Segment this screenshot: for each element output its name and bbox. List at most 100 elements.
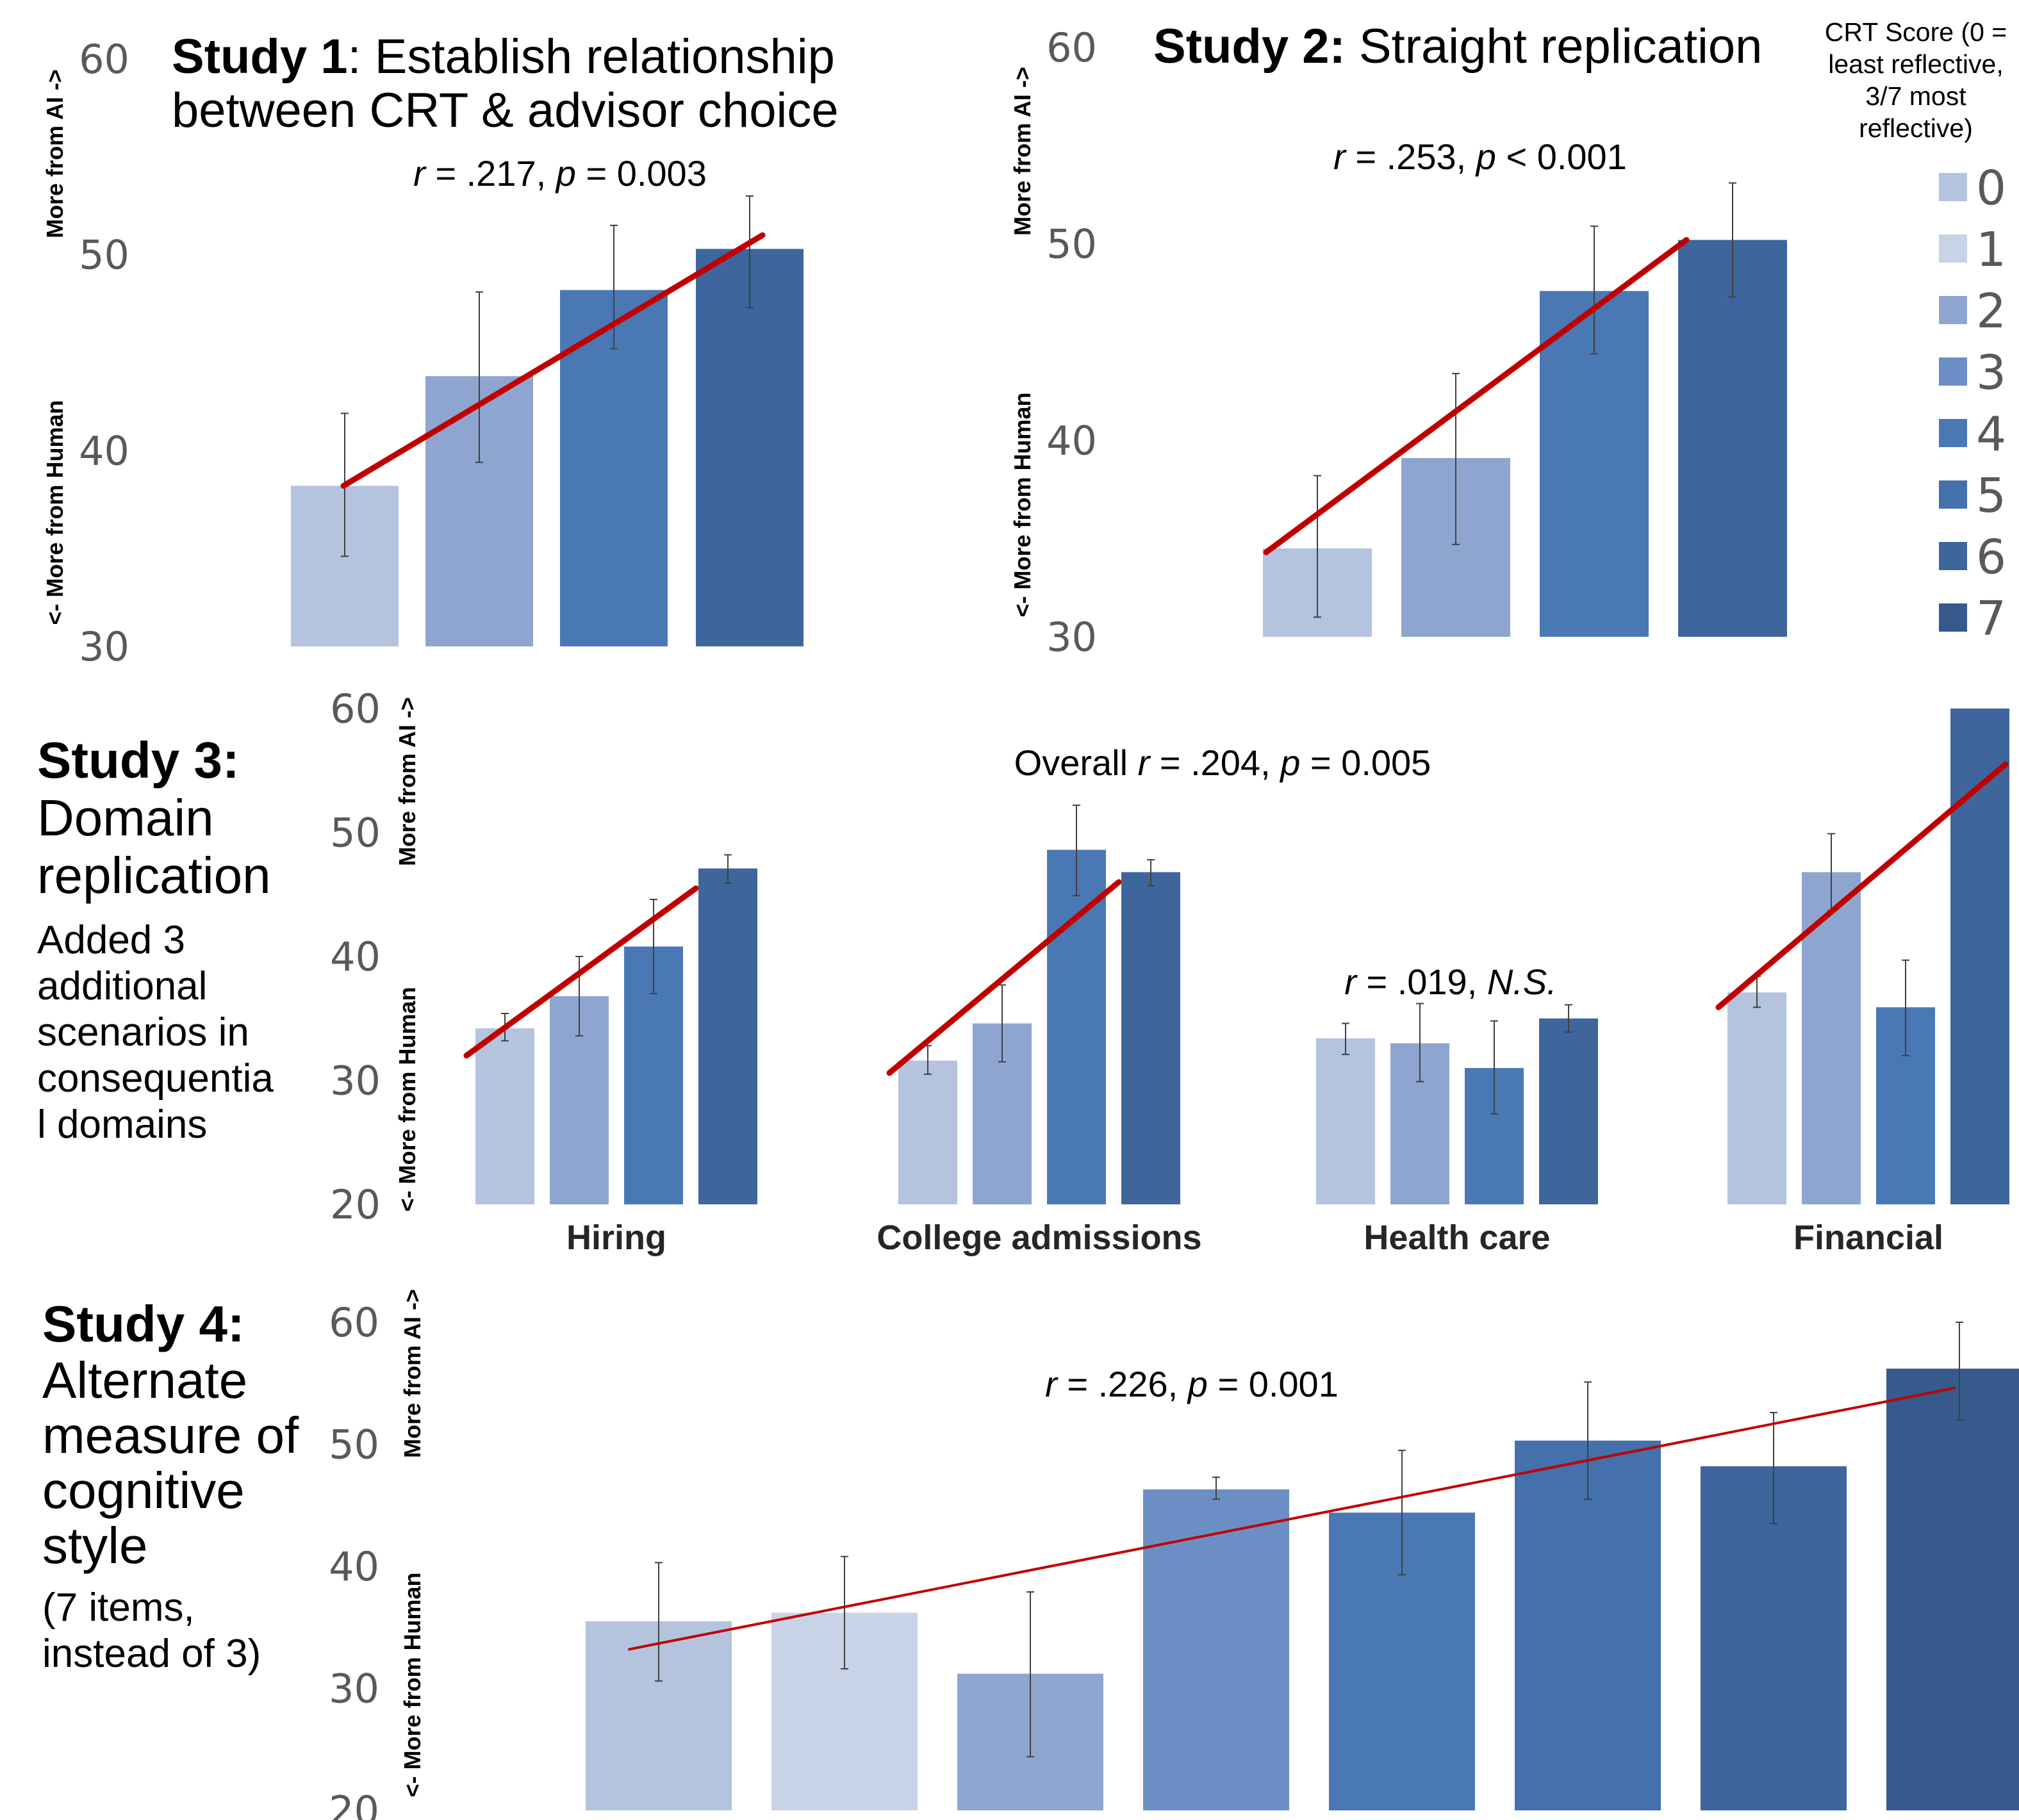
study4-error-bar [1956,1322,1963,1421]
study3-side-note2: additional [37,964,207,1008]
study2-trend-line [1263,237,1690,555]
legend-label: 0 [1976,161,2006,216]
study4-error-bar [1770,1411,1777,1525]
study2-error-bar [1590,225,1598,355]
legend-swatch [1939,419,1967,447]
study4-error-bar [1212,1476,1220,1500]
study1-bar [560,290,668,647]
legend-swatch [1939,480,1967,509]
study2-panel: Study 2: Straight replication r = .253, … [1009,19,1787,660]
study4-ylabel-bottom: <- More from Human [399,1572,425,1797]
study3-category-label: College admissions [877,1218,1201,1257]
study3-bar [1121,872,1180,1204]
study2-error-bar [1314,475,1321,618]
legend-label: 1 [1976,222,2006,277]
study1-ylabel-bottom: <- More from Human [42,400,68,625]
study3-side-line2: replication [37,847,271,904]
study3-y-ticks: 20 30 40 50 60 [330,685,381,1228]
study3-side-note1: Added 3 [37,918,185,962]
legend-label: 7 [1976,591,2006,646]
legend-swatch [1939,603,1967,632]
study3-error-bar [575,956,583,1037]
study1-ytick-label: 50 [79,232,129,279]
study3-side-title: Study 3: [37,732,240,789]
study1-error-bar [746,195,754,309]
study3-side-note3: scenarios in [37,1010,249,1054]
study4-error-bar [1584,1381,1592,1500]
study2-error-bar [1452,373,1460,545]
study4-stat: r = .226, p = 0.001 [1045,1364,1339,1404]
study3-bar [898,1060,957,1204]
study3-side-note5: l domains [37,1103,207,1147]
study2-bar [1678,240,1787,637]
legend-label: 6 [1976,530,2006,585]
legend: CRT Score (0 = least reflective, 3/7 mos… [1825,17,2007,646]
study4-side-note2: instead of 3) [42,1632,261,1676]
study2-error-bar [1729,182,1736,298]
study1-ytick-label: 30 [79,623,129,670]
study3-error-bars [501,804,1909,1115]
study3-ytick-label: 60 [330,685,381,732]
study4-side-line1: Alternate [42,1352,247,1409]
study4-bar [1515,1440,1661,1810]
legend-swatch [1939,296,1967,324]
study3-error-bar [1490,1020,1498,1115]
study1-y-ticks: 30 40 50 60 [79,36,129,670]
study4-side-note1: (7 items, [42,1586,195,1630]
study4-panel: Study 4: Alternate measure of cognitive … [42,1289,2019,1820]
legend-title-line1: CRT Score (0 = [1825,17,2007,47]
study3-ytick-label: 30 [330,1058,381,1104]
study4-error-bar [1026,1591,1034,1758]
legend-item: 2 [1939,284,2006,339]
legend-title-line3: 3/7 most [1865,81,1966,111]
legend-swatch [1939,542,1967,570]
study3-bar [1539,1018,1598,1204]
study2-ytick-label: 30 [1046,614,1097,660]
study1-title: Study 1: Establish relationship [172,29,835,84]
study1-error-bar [475,291,483,463]
study2-ytick-label: 60 [1046,24,1097,71]
legend-swatch [1939,173,1967,201]
study3-error-bar [1073,804,1080,897]
study3-bar [698,868,757,1204]
legend-label: 2 [1976,284,2006,339]
study3-trend-line [1715,761,2009,1010]
legend-items: 0 1 2 3 4 5 6 7 [1939,161,2006,646]
study4-error-bar [655,1562,663,1682]
study1-error-bar [610,224,618,350]
study4-ytick-label: 50 [329,1422,379,1468]
study4-side-title: Study 4: [42,1295,245,1352]
study3-category-label: Hiring [566,1218,666,1257]
study3-error-bar [650,898,657,995]
study4-ytick-label: 40 [329,1543,379,1590]
study4-error-bar [841,1555,848,1670]
study1-panel: Study 1: Establish relationship between … [42,29,839,670]
study3-error-bar [1416,1003,1424,1083]
study3-bar [1950,709,2009,1204]
legend-item: 4 [1939,407,2006,462]
study4-side-line3: cognitive [42,1462,245,1519]
study1-error-bars [341,195,754,557]
study2-ytick-label: 40 [1046,417,1097,464]
study3-panel: Study 3: Domain replication Added 3 addi… [37,685,2009,1257]
study2-stat: r = .253, p < 0.001 [1333,136,1627,177]
study3-error-bar [724,854,732,884]
study3-bar [1727,992,1786,1204]
study3-error-bar [1565,1004,1572,1033]
study4-bar [1143,1489,1289,1810]
study2-error-bars [1314,182,1736,618]
study1-title-line2: between CRT & advisor choice [172,83,839,138]
study1-bars [291,249,803,647]
study2-title: Study 2: Straight replication [1153,19,1762,74]
legend-item: 6 [1939,530,2006,585]
study2-ylabel-top: More from AI -> [1009,67,1035,236]
study4-y-ticks: 20 30 40 50 60 [329,1299,379,1820]
legend-item: 5 [1939,468,2006,523]
study2-bars [1263,240,1787,637]
study2-ylabel-bottom: <- More from Human [1009,392,1035,617]
legend-swatch [1939,234,1967,263]
study2-ytick-label: 50 [1046,221,1097,268]
legend-swatch [1939,357,1967,386]
study3-ytick-label: 20 [330,1181,381,1228]
study3-stat: Overall r = .204, p = 0.005 [1014,742,1431,783]
